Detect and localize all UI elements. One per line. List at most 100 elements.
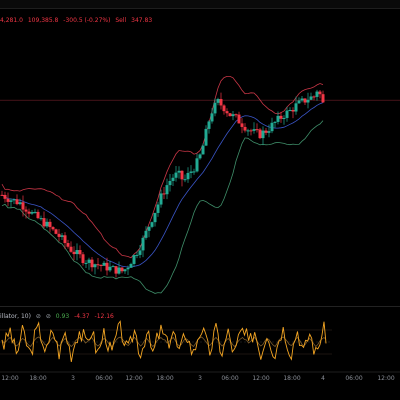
candle-body <box>201 145 205 155</box>
candle-body <box>39 218 43 220</box>
candle-body <box>87 259 91 263</box>
candle-body <box>261 130 265 139</box>
candle-body <box>138 250 142 255</box>
candle-body <box>225 111 229 114</box>
candle-body <box>15 199 19 205</box>
candle-body <box>147 226 151 231</box>
candle-body <box>36 211 40 219</box>
candle-body <box>294 103 298 112</box>
candle-body <box>246 130 250 132</box>
x-axis-tick-label: 12:00 <box>377 375 394 382</box>
candle-body <box>27 211 31 214</box>
candle-body <box>54 229 58 234</box>
candle-body <box>18 202 22 205</box>
candle-body <box>306 99 310 103</box>
candle-body <box>144 230 148 238</box>
x-axis-tick-label: 18:00 <box>156 375 173 382</box>
candle-body <box>153 212 157 223</box>
candle-body <box>318 91 322 95</box>
x-axis-tick-label: 06:00 <box>221 375 238 382</box>
candle-body <box>114 266 118 274</box>
x-axis-tick-label: 06:00 <box>95 375 112 382</box>
candle-body <box>60 235 64 237</box>
candle-body <box>105 262 109 271</box>
candle-body <box>126 267 130 270</box>
x-axis-tick-label: 12:00 <box>252 375 269 382</box>
eye-icon[interactable]: ⊘ <box>35 313 41 320</box>
candle-body <box>30 212 34 214</box>
candle-body <box>207 121 211 129</box>
x-axis-tick-label: 06:00 <box>345 375 362 382</box>
candle-body <box>297 100 301 104</box>
candle-body <box>9 200 13 202</box>
candle-body <box>192 171 196 173</box>
header-value-2: 109,385.8 <box>27 17 59 24</box>
candle-body <box>162 193 166 195</box>
candle-body <box>90 259 94 268</box>
candle-body <box>240 123 244 127</box>
oscillator-value-3: -12.16 <box>94 313 114 320</box>
candle-body <box>81 254 85 264</box>
candle-body <box>132 255 136 264</box>
candle-body <box>219 99 223 106</box>
candle-body <box>213 102 217 114</box>
candle-body <box>33 211 37 213</box>
candle-body <box>234 114 238 116</box>
oscillator-main-line <box>1 320 327 362</box>
candle-body <box>267 131 271 133</box>
candle-body <box>168 180 172 186</box>
header-value-3: -300.5 (-0.27%) <box>63 17 111 24</box>
x-axis-tick-label: 3 <box>198 375 202 382</box>
candle-body <box>159 193 163 205</box>
candle-body <box>45 221 49 227</box>
candle-body <box>216 99 220 103</box>
candle-body <box>63 235 67 244</box>
candle-body <box>309 96 313 100</box>
candle-body <box>288 110 292 112</box>
candle-body <box>279 115 283 119</box>
candle-body <box>135 254 139 256</box>
candle-body <box>177 170 181 173</box>
candle-body <box>315 91 319 97</box>
oscillator-value-2: -4.37 <box>74 313 90 320</box>
candle-body <box>66 243 70 247</box>
x-axis-tick-label: 3 <box>71 375 75 382</box>
x-axis-tick-label: 18:00 <box>283 375 300 382</box>
candle-body <box>75 250 79 255</box>
candle-body <box>3 194 7 199</box>
candle-body <box>123 269 127 272</box>
candle-body <box>273 121 277 123</box>
candle-body <box>129 263 133 268</box>
candle-body <box>150 222 154 227</box>
settings-icon[interactable]: ⊘ <box>45 313 51 320</box>
candle-body <box>102 262 106 266</box>
candle-body <box>252 129 256 131</box>
candle-body <box>249 130 253 132</box>
candle-body <box>72 251 76 255</box>
top-strip <box>0 0 400 9</box>
candle-body <box>195 158 199 172</box>
bollinger-upper-band <box>1 76 324 259</box>
candle-body <box>228 113 232 117</box>
candle-body <box>93 264 97 268</box>
candle-body <box>180 170 184 180</box>
candle-body <box>210 113 214 122</box>
candle-body <box>189 171 193 173</box>
candle-body <box>291 110 295 112</box>
candle-body <box>204 128 208 146</box>
candle-body <box>99 264 103 266</box>
candle-body <box>174 172 178 178</box>
x-axis-tick-label: 18:00 <box>29 375 46 382</box>
candle-body <box>276 115 280 122</box>
candle-body <box>300 98 304 101</box>
candle-body <box>156 204 160 213</box>
bollinger-mid-line <box>1 102 324 268</box>
candle-body <box>78 250 82 255</box>
candle-body <box>48 221 52 228</box>
oscillator-label: illator, 10) <box>0 313 31 320</box>
candle-body <box>42 218 46 227</box>
candle-body <box>165 185 169 195</box>
candle-body <box>51 227 55 230</box>
header-value-1: 4,281.0 <box>0 17 23 24</box>
